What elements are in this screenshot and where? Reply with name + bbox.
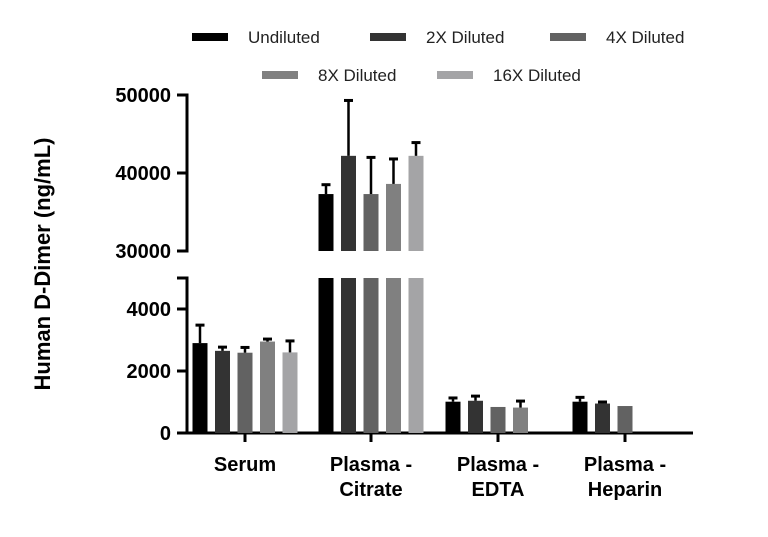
legend-swatch [370, 33, 406, 41]
legend: Undiluted 2X Diluted 4X Diluted 8X Diluted 1… [192, 28, 684, 85]
y-tick-label: 30000 [115, 241, 171, 263]
bar [318, 194, 334, 251]
y-tick-label: 0 [160, 423, 171, 445]
legend-label: 8X Diluted [318, 66, 396, 85]
category-label: Serum [214, 454, 276, 476]
bar [408, 155, 424, 251]
category-labels: Serum Plasma - Citrate Plasma - EDTA Plasma -… [214, 433, 666, 501]
y-axis-label: Human D-Dimer (ng/mL) [30, 138, 55, 391]
bar-lower-part [408, 278, 424, 433]
bar [445, 401, 461, 433]
bar [215, 350, 230, 433]
category-label: Plasma - [457, 454, 539, 476]
legend-label: 16X Diluted [493, 66, 581, 85]
bar [513, 407, 528, 433]
bar [617, 406, 633, 433]
legend-label: Undiluted [248, 28, 320, 47]
category-label: Plasma - [584, 454, 666, 476]
bar [192, 343, 208, 433]
category-label: EDTA [472, 479, 525, 501]
bar [282, 352, 298, 433]
bar-lower-part [318, 278, 334, 433]
bar [572, 401, 588, 433]
y-tick-label: 4000 [127, 299, 172, 321]
bar [595, 403, 610, 433]
bar [260, 341, 275, 433]
y-tick-label: 2000 [127, 361, 172, 383]
category-label: Citrate [339, 479, 402, 501]
bar-lower-part [363, 278, 379, 433]
bar [490, 406, 506, 433]
category-label: Heparin [588, 479, 662, 501]
legend-swatch [437, 71, 473, 79]
legend-label: 2X Diluted [426, 28, 504, 47]
category-label: Plasma - [330, 454, 412, 476]
legend-swatch [192, 33, 228, 41]
bar-lower-part [386, 278, 401, 433]
bar [341, 155, 356, 251]
bar-lower-part [341, 278, 356, 433]
y-tick-label: 40000 [115, 163, 171, 185]
bar [237, 352, 253, 433]
legend-label: 4X Diluted [606, 28, 684, 47]
bar [468, 400, 483, 433]
legend-swatch [550, 33, 586, 41]
legend-swatch [262, 71, 298, 79]
bars [192, 98, 633, 433]
y-tick-label: 50000 [115, 85, 171, 107]
bar [363, 194, 379, 251]
bar [386, 183, 401, 251]
